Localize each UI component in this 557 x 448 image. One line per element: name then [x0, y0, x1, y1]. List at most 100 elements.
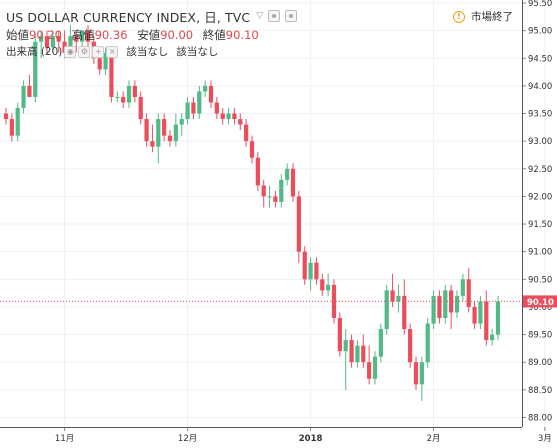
- y-tick-label: 92.50: [528, 165, 552, 175]
- grid-lines: [0, 0, 546, 427]
- ohlc-readout: 始値90.20 高値90.36 安値90.00 終値90.10: [6, 27, 265, 43]
- candle-body: [460, 279, 465, 296]
- candle-body: [156, 119, 161, 147]
- candle: [466, 268, 471, 313]
- candle-body: [413, 362, 419, 385]
- x-axis-labels: 11月 12月 2018 2月 3月: [55, 434, 552, 444]
- candle-body: [285, 168, 290, 180]
- candle: [367, 345, 372, 385]
- candle: [454, 290, 460, 318]
- candle-body: [425, 323, 430, 363]
- candle-body: [244, 124, 249, 142]
- candle-body: [326, 284, 331, 291]
- axes: [0, 0, 546, 431]
- candle: [144, 113, 149, 147]
- close-icon[interactable]: ×: [106, 45, 119, 58]
- candle: [80, 30, 85, 48]
- candle-body: [343, 340, 348, 352]
- candle-body: [466, 279, 471, 307]
- candle-body: [138, 96, 143, 120]
- candle: [413, 356, 419, 390]
- candle-body: [296, 196, 301, 252]
- candle-body: [103, 52, 108, 70]
- candle: [3, 108, 9, 125]
- candle: [443, 284, 448, 324]
- low-value: 90.00: [160, 28, 194, 42]
- x-tick-label: 2月: [427, 434, 441, 444]
- chevron-down-icon[interactable]: ▽: [256, 11, 264, 21]
- candle-body: [437, 295, 442, 318]
- volume-value-1: 該当なし: [126, 46, 169, 58]
- candle: [191, 96, 196, 120]
- candle: [208, 80, 214, 108]
- candle-body: [68, 36, 73, 53]
- candle-body: [21, 85, 26, 108]
- y-tick-label: 94.50: [528, 54, 552, 64]
- candle: [226, 108, 231, 125]
- candle: [484, 290, 489, 346]
- candle: [495, 295, 501, 341]
- y-tick-label: 88.50: [528, 386, 552, 396]
- y-tick-label: 95.50: [528, 0, 552, 9]
- high-label: 高値: [71, 28, 95, 42]
- candle-body: [478, 301, 483, 324]
- candle: [296, 190, 301, 263]
- candle-body: [314, 262, 319, 280]
- candle-body: [150, 141, 155, 147]
- y-tick-label: 91.00: [528, 248, 552, 258]
- candle: [21, 80, 26, 114]
- candle-body: [261, 185, 266, 197]
- candle-body: [9, 119, 14, 136]
- last-price-marker: 90.10: [0, 295, 557, 308]
- candle: [214, 96, 219, 120]
- symbol-title[interactable]: US DOLLAR CURRENCY INDEX, 日, TVC: [6, 9, 251, 25]
- last-price-label: 90.10: [527, 298, 554, 308]
- candle: [249, 135, 255, 164]
- candle: [361, 334, 366, 368]
- candle-body: [197, 91, 202, 114]
- candle: [343, 329, 348, 390]
- candle-body: [50, 36, 55, 48]
- candle-body: [320, 279, 325, 291]
- candle: [203, 80, 208, 97]
- last-price-badge: [523, 295, 557, 308]
- candle: [39, 30, 44, 59]
- candle-body: [378, 329, 383, 357]
- candle: [244, 119, 249, 147]
- candle: [85, 25, 91, 48]
- y-tick-label: 89.50: [528, 331, 552, 341]
- market-status[interactable]: ! 市場終了: [453, 9, 513, 24]
- candle: [74, 30, 79, 53]
- x-tick-label: 3月: [538, 434, 552, 444]
- candle-body: [203, 85, 208, 92]
- candle: [50, 30, 55, 53]
- eye-icon[interactable]: [268, 10, 281, 22]
- y-tick-label: 89.00: [528, 358, 552, 368]
- candle: [449, 284, 454, 330]
- candle: [197, 85, 202, 120]
- candle-body: [208, 85, 214, 103]
- candle-body: [74, 36, 79, 42]
- high-value: 90.36: [94, 28, 128, 42]
- candle-body: [349, 340, 354, 363]
- eye-icon[interactable]: ◉: [64, 45, 77, 58]
- candle-body: [454, 295, 460, 313]
- candle: [132, 80, 137, 103]
- candle: [378, 323, 383, 363]
- candle-body: [443, 290, 448, 318]
- candle: [490, 329, 495, 346]
- candle-body: [408, 329, 413, 363]
- settings-icon[interactable]: ⚙: [78, 45, 91, 58]
- add-icon[interactable]: +: [92, 45, 105, 58]
- candle-body: [396, 295, 401, 302]
- candle: [349, 334, 354, 368]
- candle: [460, 273, 465, 302]
- candle-body: [484, 301, 489, 341]
- candle-body: [355, 345, 360, 363]
- candle: [185, 96, 190, 125]
- candle: [273, 190, 278, 208]
- volume-label[interactable]: 出来高 (20): [6, 46, 63, 58]
- settings-icon[interactable]: [285, 10, 298, 22]
- candle: [179, 113, 184, 136]
